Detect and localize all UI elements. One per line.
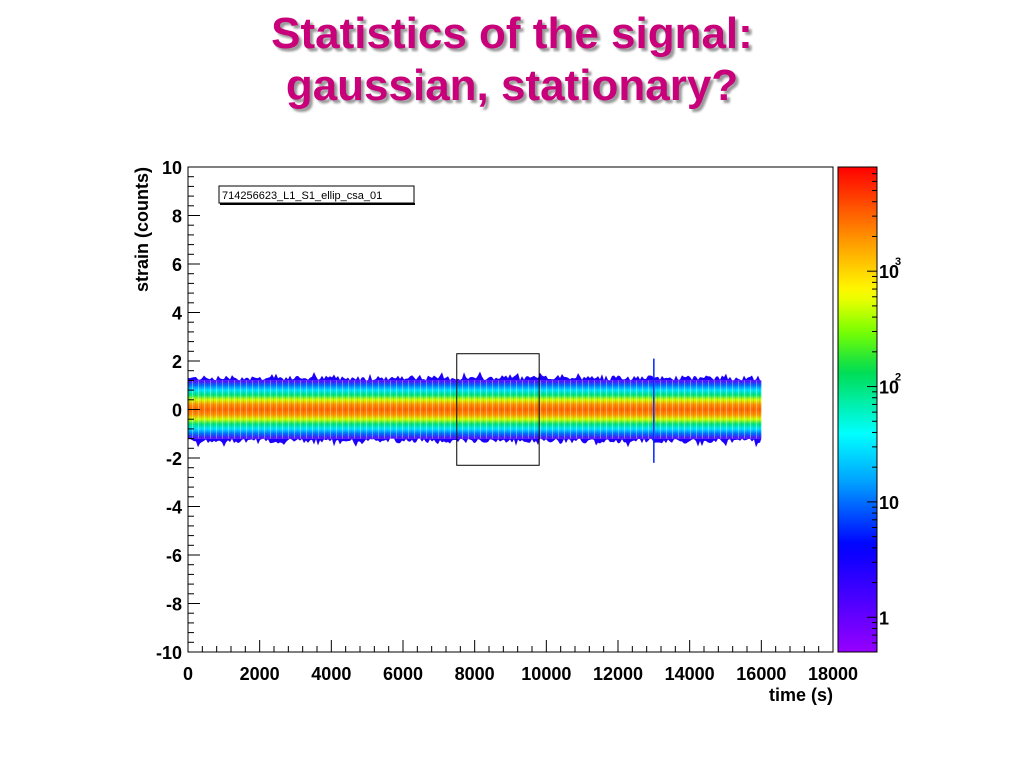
x-tick-label: 2000 — [240, 664, 280, 684]
chart-title: 714256623_L1_S1_ellip_csa_01 — [222, 190, 382, 202]
selection-box — [456, 353, 540, 466]
x-tick-label: 16000 — [736, 664, 786, 684]
y-tick-label: 2 — [172, 352, 182, 372]
colorbar-label: 1 — [879, 608, 889, 628]
y-tick-label: 10 — [162, 158, 182, 178]
x-tick-label: 6000 — [383, 664, 423, 684]
y-tick-label: 4 — [172, 304, 182, 324]
y-axis-label: strain (counts) — [132, 167, 152, 292]
signal-band-texture — [188, 380, 762, 439]
chart-title-box: 714256623_L1_S1_ellip_csa_01 — [218, 185, 415, 205]
x-tick-label: 14000 — [665, 664, 715, 684]
colorbar-label: 102 — [879, 372, 901, 398]
y-tick-label: 8 — [172, 207, 182, 227]
colorbar-label-base: 10 — [879, 262, 899, 282]
x-tick-label: 4000 — [311, 664, 351, 684]
y-tick-label: 6 — [172, 255, 182, 275]
slide-title-line1: Statistics of the signal: — [271, 9, 753, 58]
band-top-fringe — [188, 371, 762, 381]
x-tick-label: 12000 — [593, 664, 643, 684]
x-tick-label: 18000 — [808, 664, 858, 684]
y-tick-label: 0 — [172, 401, 182, 421]
y-tick-label: -2 — [166, 449, 182, 469]
y-tick-label: -8 — [166, 595, 182, 615]
slide-title: Statistics of the signal: gaussian, stat… — [0, 8, 1024, 112]
colorbar-label: 10 — [879, 493, 899, 513]
colorbar-label-exponent: 3 — [895, 256, 901, 268]
slide-title-line2: gaussian, stationary? — [285, 61, 739, 110]
x-tick-label: 8000 — [455, 664, 495, 684]
x-axis-label: time (s) — [769, 685, 833, 705]
x-tick-label: 10000 — [521, 664, 571, 684]
band-bottom-fringe — [188, 438, 762, 448]
y-tick-label: -10 — [156, 643, 182, 663]
colorbar — [837, 166, 878, 653]
colorbar-label-exponent: 2 — [895, 372, 901, 384]
colorbar-label: 103 — [879, 256, 901, 282]
y-tick-label: -6 — [166, 546, 182, 566]
x-tick-label: 0 — [183, 664, 193, 684]
colorbar-label-base: 10 — [879, 378, 899, 398]
y-tick-label: -4 — [166, 498, 182, 518]
